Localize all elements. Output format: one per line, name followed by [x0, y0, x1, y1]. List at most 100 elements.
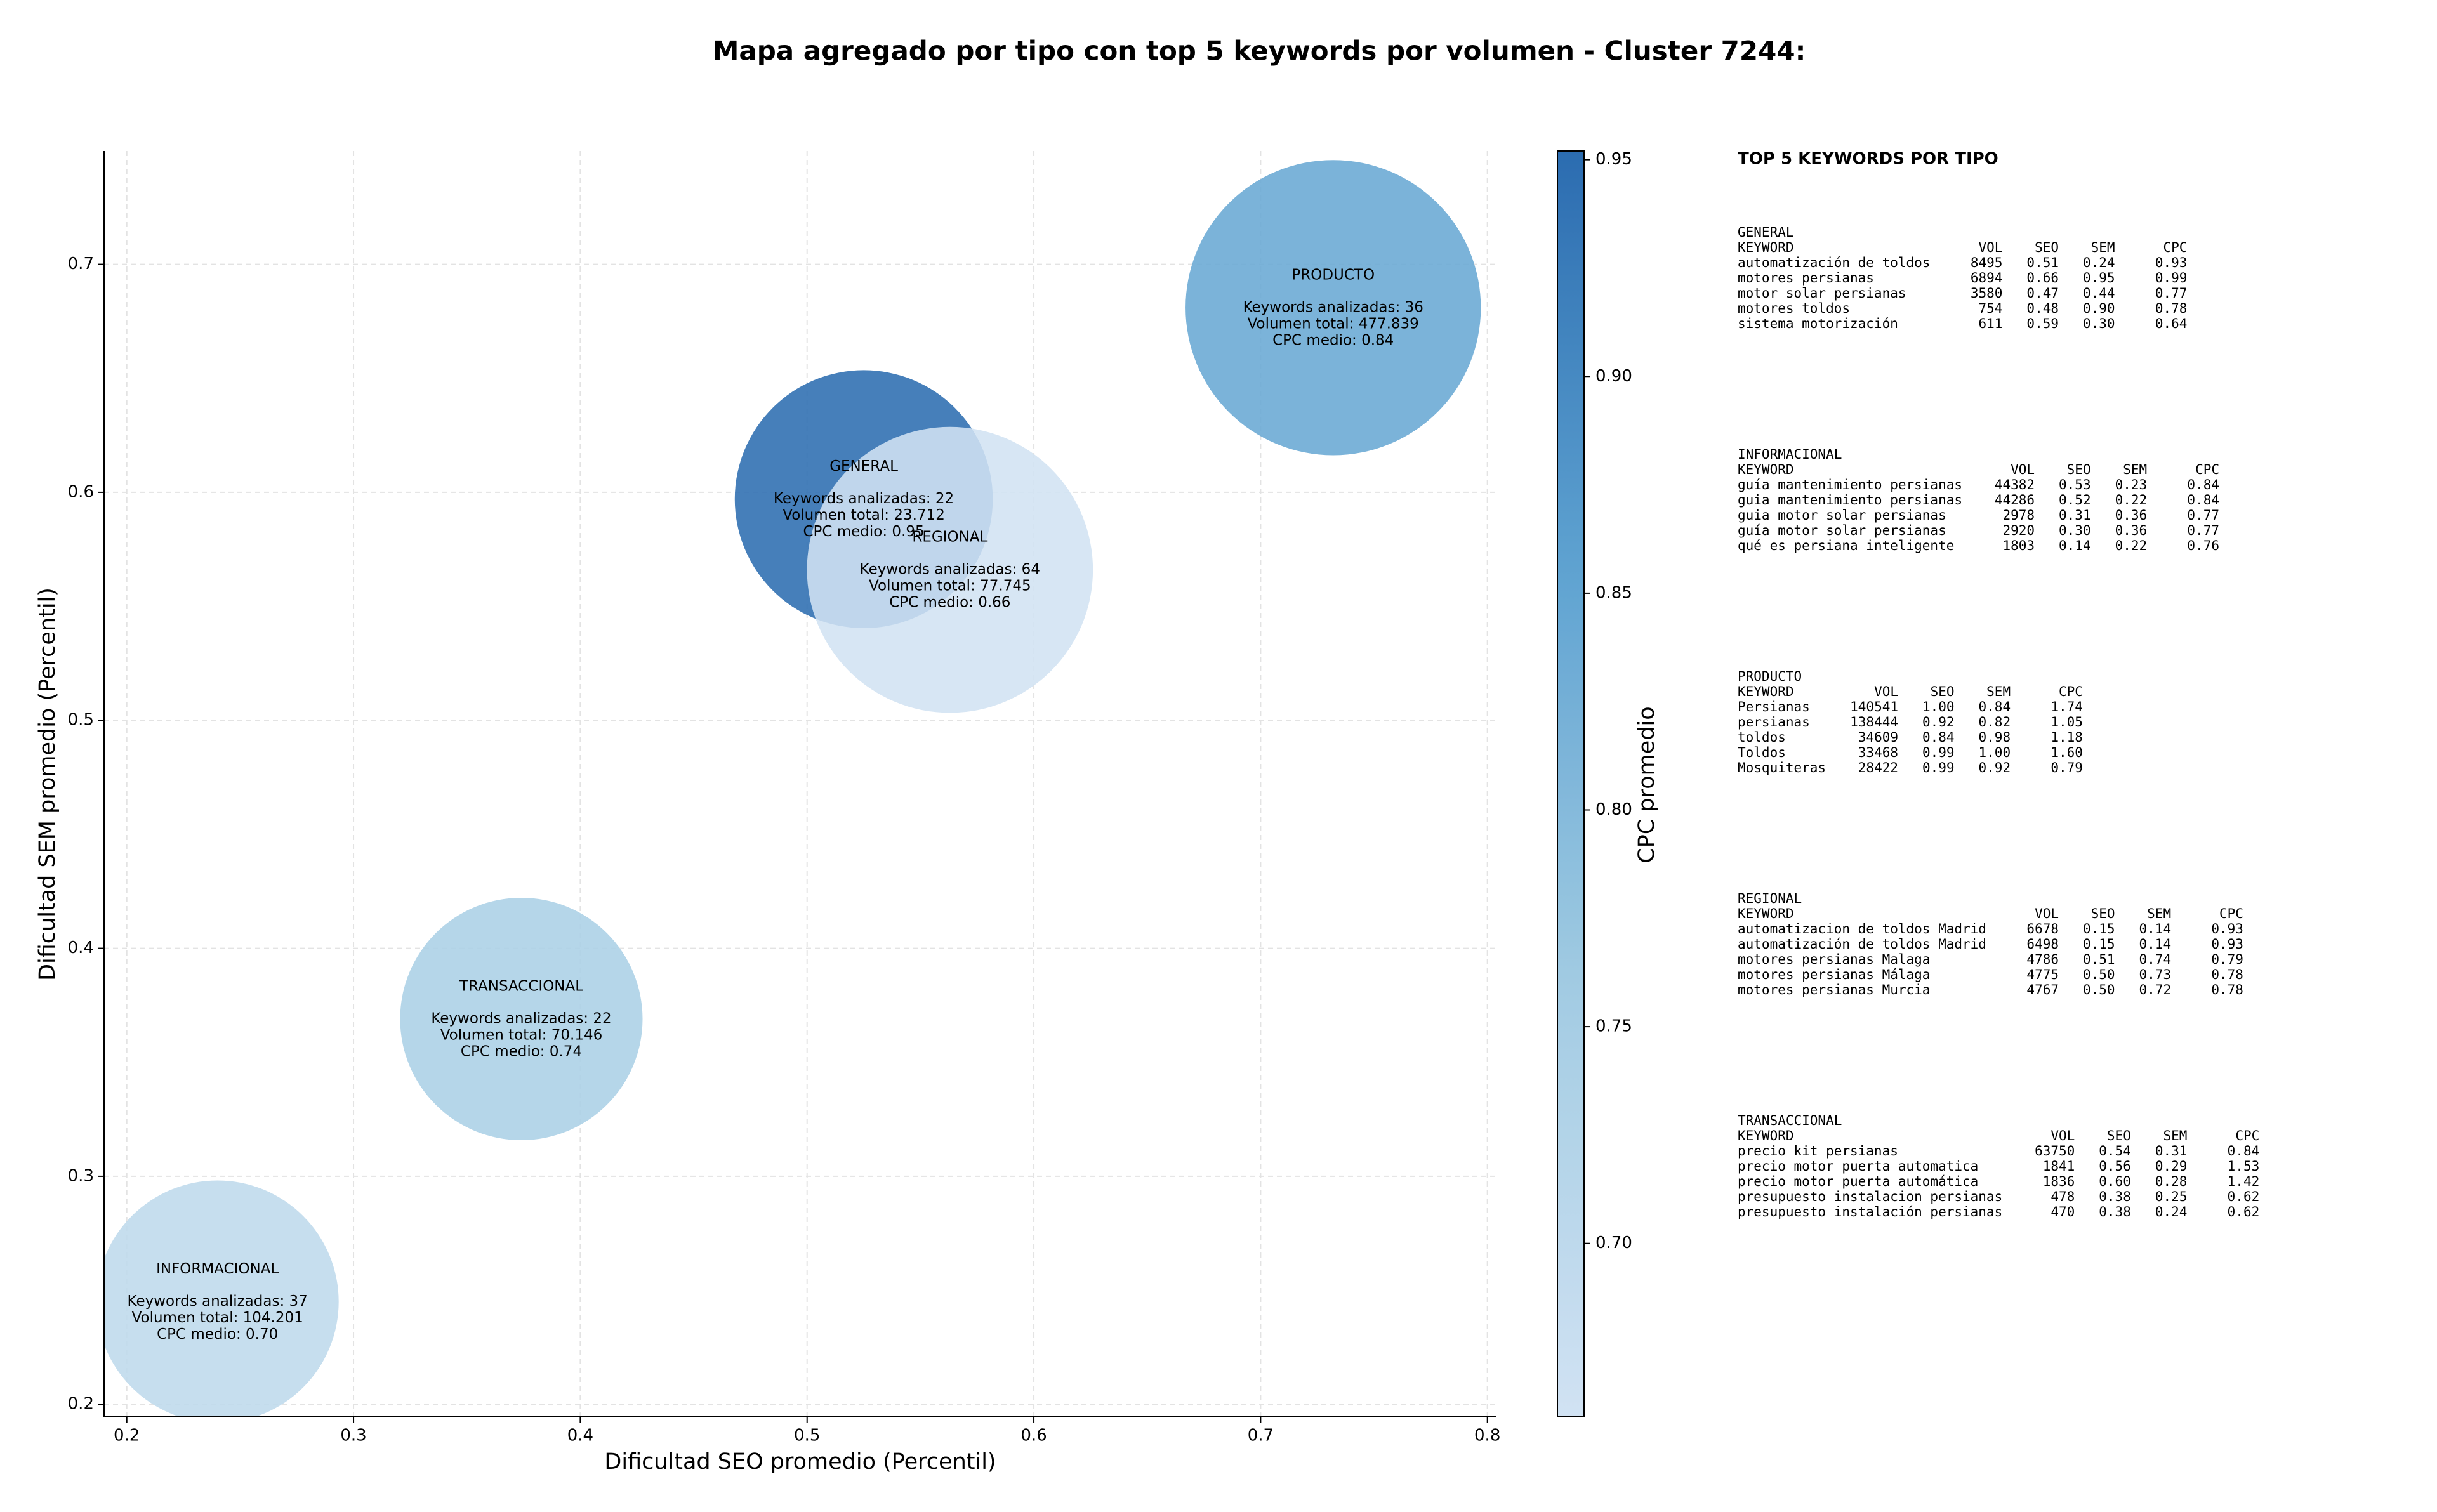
panel-cell: 0.66	[2026, 270, 2059, 286]
panel-column-header: SEM	[2091, 240, 2115, 255]
bubble-detail: Keywords analizadas: 36	[1243, 299, 1423, 315]
bubble	[400, 897, 643, 1140]
panel-cell: 4767	[2026, 982, 2059, 997]
panel-cell: 0.93	[2211, 921, 2243, 937]
bubble-detail: Keywords analizadas: 64	[860, 562, 1040, 578]
panel-section-title: REGIONAL	[1738, 891, 1802, 906]
panel-cell: 0.92	[1979, 760, 2011, 775]
panel-cell: 0.31	[2155, 1143, 2188, 1159]
panel-column-header: SEM	[1986, 684, 2011, 699]
panel-column-header: VOL	[2051, 1128, 2075, 1143]
panel-cell: 0.25	[2155, 1189, 2188, 1204]
panel-cell: 1841	[2043, 1159, 2075, 1174]
panel-cell: 1.18	[2051, 730, 2083, 745]
colorbar-tick-label: 0.70	[1595, 1233, 1632, 1252]
panel-cell: 0.78	[2155, 301, 2188, 316]
panel-cell: 0.62	[2228, 1204, 2260, 1219]
panel-cell: 0.84	[1979, 699, 2011, 714]
panel-cell: guia motor solar persianas	[1738, 508, 1946, 523]
panel-column-header: VOL	[1979, 240, 2003, 255]
panel-section-title: TRANSACCIONAL	[1738, 1113, 1842, 1128]
y-tick-label: 0.2	[68, 1395, 94, 1414]
panel-cell: 0.62	[2228, 1189, 2260, 1204]
panel-cell: 6498	[2026, 937, 2059, 952]
bubble-detail: Volumen total: 23.712	[783, 507, 945, 523]
panel-cell: 63750	[2035, 1143, 2075, 1159]
panel-cell: 1.00	[1922, 699, 1955, 714]
bubble-detail: CPC medio: 0.95	[803, 523, 924, 540]
bubble	[807, 426, 1093, 713]
bubble-detail: CPC medio: 0.74	[461, 1043, 582, 1060]
x-tick-label: 0.3	[340, 1426, 366, 1445]
colorbar-tick-label: 0.75	[1595, 1017, 1632, 1036]
chart-title: Mapa agregado por tipo con top 5 keyword…	[713, 36, 1806, 67]
panel-column-header: SEM	[2147, 906, 2171, 921]
panel-cell: 0.99	[1922, 760, 1955, 775]
panel-cell: qué es persiana inteligente	[1738, 538, 1954, 553]
panel-cell: 0.79	[2211, 952, 2243, 967]
panel-cell: 0.82	[1979, 714, 2011, 730]
panel-cell: Persianas	[1738, 699, 1810, 714]
panel-cell: 0.74	[2139, 952, 2172, 967]
panel-cell: 0.24	[2155, 1204, 2188, 1219]
panel-cell: 0.59	[2026, 316, 2059, 331]
bubble-name: REGIONAL	[912, 529, 987, 546]
panel-column-header: SEM	[2163, 1128, 2187, 1143]
panel-cell: 0.72	[2139, 982, 2172, 997]
panel-cell: 0.77	[2187, 523, 2219, 538]
bubble-name: PRODUCTO	[1291, 266, 1375, 283]
panel-cell: 140541	[1850, 699, 1898, 714]
panel-cell: presupuesto instalacion persianas	[1738, 1189, 2002, 1204]
panel-cell: 0.23	[2115, 477, 2148, 492]
panel-column-header: KEYWORD	[1738, 1128, 1794, 1143]
panel-column-header: SEO	[2091, 906, 2115, 921]
panel-cell: 0.24	[2083, 255, 2115, 270]
panel-cell: 0.92	[1922, 714, 1955, 730]
panel-cell: 0.50	[2083, 982, 2115, 997]
y-tick-label: 0.5	[68, 711, 94, 730]
bubble-detail: CPC medio: 0.70	[157, 1326, 278, 1343]
panel-cell: motores persianas Málaga	[1738, 967, 1930, 982]
panel-section-title: PRODUCTO	[1738, 669, 1802, 684]
colorbar-tick-label: 0.80	[1595, 800, 1632, 819]
panel-cell: 0.22	[2115, 538, 2148, 553]
x-axis-label: Dificultad SEO promedio (Percentil)	[604, 1449, 996, 1475]
bubble-detail: Volumen total: 77.745	[869, 578, 1031, 595]
panel-cell: 0.99	[2155, 270, 2188, 286]
panel-cell: 0.48	[2026, 301, 2059, 316]
panel-cell: 0.15	[2083, 937, 2115, 952]
panel-title: TOP 5 KEYWORDS POR TIPO	[1738, 150, 1998, 169]
panel-cell: 754	[1979, 301, 2003, 316]
x-tick-label: 0.5	[794, 1426, 820, 1445]
panel-cell: 0.78	[2211, 967, 2243, 982]
panel-cell: 3580	[1971, 286, 2003, 301]
panel-cell: guia mantenimiento persianas	[1738, 492, 1962, 508]
x-tick-label: 0.8	[1474, 1426, 1500, 1445]
y-tick-label: 0.4	[68, 938, 94, 957]
panel-column-header: KEYWORD	[1738, 684, 1794, 699]
panel-cell: 0.93	[2211, 937, 2243, 952]
bubble	[104, 1180, 339, 1417]
panel-column-header: KEYWORD	[1738, 240, 1794, 255]
panel-cell: 0.73	[2139, 967, 2172, 982]
panel-cell: 0.14	[2139, 921, 2172, 937]
panel-cell: 0.28	[2155, 1174, 2188, 1189]
panel-cell: 0.90	[2083, 301, 2115, 316]
panel-cell: precio motor puerta automática	[1738, 1174, 1978, 1189]
panel-cell: 28422	[1858, 760, 1898, 775]
panel-cell: 0.77	[2187, 508, 2219, 523]
y-tick-label: 0.7	[68, 254, 94, 273]
panel-section-title: INFORMACIONAL	[1738, 447, 1842, 462]
panel-cell: 0.52	[2059, 492, 2091, 508]
panel-column-header: SEM	[2123, 462, 2147, 477]
panel-cell: 0.50	[2083, 967, 2115, 982]
panel-cell: 0.53	[2059, 477, 2091, 492]
colorbar-tick-label: 0.90	[1595, 367, 1632, 386]
bubble-name: TRANSACCIONAL	[459, 978, 583, 994]
panel-column-header: SEO	[1931, 684, 1955, 699]
panel-cell: sistema motorización	[1738, 316, 1898, 331]
panel-cell: 0.44	[2083, 286, 2115, 301]
x-tick-label: 0.7	[1248, 1426, 1274, 1445]
panel-cell: 2978	[2002, 508, 2035, 523]
